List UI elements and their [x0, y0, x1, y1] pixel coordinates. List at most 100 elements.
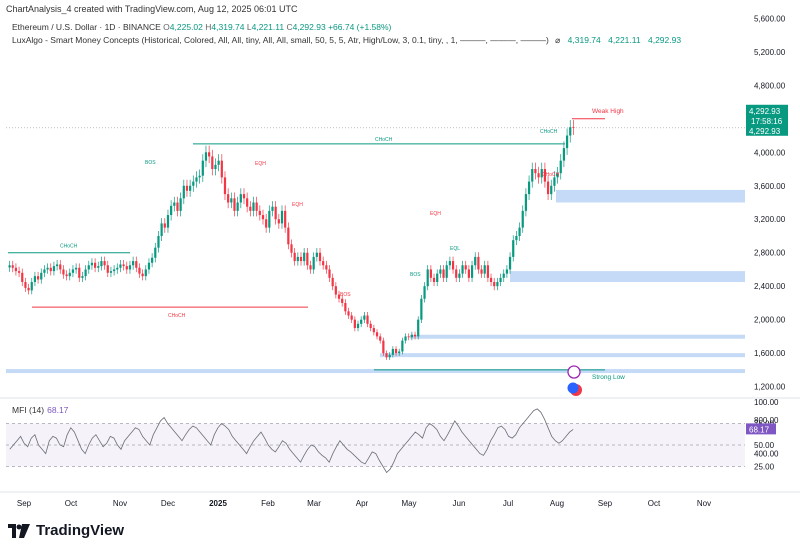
candle-body — [477, 256, 480, 270]
mfi-value: 68.17 — [47, 405, 69, 415]
candle-body — [334, 286, 337, 295]
candle-body — [201, 160, 204, 176]
indicator-legend[interactable]: LuxAlgo - Smart Money Concepts (Historic… — [12, 35, 681, 46]
candle-body — [36, 276, 40, 280]
candle-body — [423, 286, 426, 299]
mfi-tick-label: 25.00 — [754, 463, 775, 472]
indicator-price-label: 4,292.93 — [749, 127, 781, 136]
candle-body — [208, 152, 211, 157]
structure-label: CHoCH — [60, 244, 78, 250]
order-block-zone — [6, 369, 745, 374]
candle-body — [132, 261, 135, 266]
order-block-zone — [510, 271, 745, 283]
candle-body — [391, 348, 394, 355]
candle-body — [515, 235, 518, 241]
candle-body — [258, 210, 261, 216]
candle-body — [280, 210, 284, 224]
candle-body — [410, 334, 413, 338]
candle-body — [322, 261, 325, 266]
candle-body — [195, 177, 198, 182]
candle-body — [527, 181, 531, 195]
candle-body — [220, 160, 223, 178]
candle-body — [160, 223, 163, 236]
candle-body — [287, 227, 290, 245]
candle-body — [559, 160, 562, 174]
candle-body — [242, 194, 246, 199]
candle-body — [553, 177, 556, 186]
candle-body — [489, 277, 493, 283]
last-price-label: 4,292.93 — [749, 107, 781, 116]
close-value: 4,292.93 — [292, 22, 326, 32]
eye-slash-icon[interactable]: ⌀ — [555, 35, 561, 45]
candle-body — [151, 257, 154, 263]
candle-body — [189, 185, 192, 191]
structure-label: Weak High — [592, 108, 624, 115]
candle-body — [154, 247, 157, 258]
candle-body — [379, 336, 382, 341]
candle-body — [531, 169, 534, 182]
candle-body — [467, 269, 470, 278]
candle-body — [312, 256, 315, 270]
symbol-ohlc-line: Ethereum / U.S. Dollar · 1D · BINANCE O 4… — [12, 22, 391, 32]
candle-body — [429, 269, 432, 278]
candle-body — [461, 265, 464, 274]
candle-body — [116, 267, 119, 270]
candle-body — [255, 202, 258, 211]
candle-body — [277, 219, 280, 224]
high-label: H — [205, 22, 212, 32]
time-tick-label: 2025 — [209, 499, 227, 508]
price-tick-label: 800.00 — [754, 416, 779, 425]
candle-body — [385, 353, 388, 358]
mfi-line — [9, 408, 574, 474]
structure-label: EQH — [430, 211, 441, 217]
structure-label: EQH — [292, 202, 303, 208]
mfi-tick-label: 50.00 — [754, 441, 775, 450]
candle-body — [356, 323, 360, 329]
time-tick-label: Nov — [113, 499, 127, 508]
symbol-name[interactable]: Ethereum / U.S. Dollar · 1D · BINANCE — [12, 22, 161, 32]
candle-body — [236, 202, 239, 211]
price-tick-label: 400.00 — [754, 450, 779, 459]
indicator-name[interactable]: LuxAlgo - Smart Money Concepts (Historic… — [12, 35, 549, 45]
candle-body — [540, 169, 543, 178]
candle-body — [211, 156, 214, 170]
candle-body — [328, 269, 331, 278]
candle-body — [569, 127, 572, 136]
candle-body — [74, 267, 78, 270]
candle-body — [113, 269, 116, 272]
candle-body — [309, 265, 312, 270]
candle-body — [40, 272, 43, 280]
indicator-price-badge — [746, 125, 788, 136]
candle-body — [163, 223, 166, 228]
candle-body — [366, 315, 369, 324]
price-tick-label: 5,600.00 — [754, 14, 786, 23]
candle-body — [14, 267, 18, 272]
candle-body — [331, 277, 334, 287]
candle-body — [442, 269, 445, 278]
candle-body — [480, 269, 483, 274]
order-block-zone — [410, 334, 745, 339]
candle-body — [17, 271, 21, 273]
candle-body — [274, 206, 277, 220]
price-tick-label: 4,000.00 — [754, 148, 786, 157]
candle-body — [52, 266, 56, 272]
mfi-band — [6, 423, 745, 467]
candle-body — [360, 319, 363, 324]
candle-body — [8, 265, 11, 268]
indicator-value-2: 4,221.11 — [608, 35, 641, 45]
time-tick-label: Oct — [65, 499, 78, 508]
candle-body — [65, 274, 68, 277]
candle-body — [493, 282, 496, 287]
candle-body — [157, 235, 160, 248]
mfi-legend[interactable]: MFI (14) 68.17 — [12, 405, 68, 415]
candle-body — [138, 267, 141, 274]
candle-body — [128, 265, 132, 270]
open-label: O — [163, 22, 170, 32]
time-tick-label: Nov — [697, 499, 711, 508]
structure-label: BOS — [410, 272, 421, 278]
candle-body — [341, 298, 344, 303]
time-tick-label: Oct — [648, 499, 661, 508]
candle-body — [170, 205, 173, 216]
candle-body — [185, 185, 189, 191]
